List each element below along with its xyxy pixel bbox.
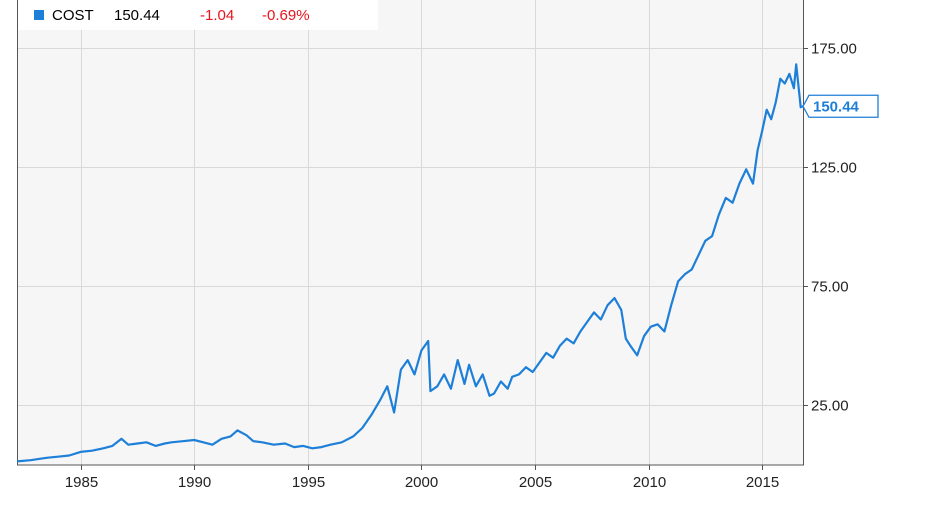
y-tick-label: 75.00 (811, 279, 849, 296)
legend-change: -1.04 (200, 6, 235, 24)
y-tick-label: 125.00 (811, 160, 857, 177)
x-tick-label: 1990 (178, 474, 211, 491)
last-value-box (802, 94, 879, 118)
chart-frame (17, 0, 804, 466)
legend-change-percent: -0.69% (262, 6, 310, 24)
x-tick-label: 1985 (65, 474, 98, 491)
x-tick-label: 2015 (746, 474, 779, 491)
x-tick-label: 2005 (519, 474, 552, 491)
legend: COST 150.44 -1.04 -0.69% (18, 0, 378, 30)
plot-area (17, 0, 803, 465)
legend-swatch (34, 10, 44, 20)
series-line-cost (16, 63, 804, 463)
x-axis: 1985 1990 1995 2000 2005 2010 2015 (65, 465, 779, 491)
y-tick-label: 25.00 (811, 398, 849, 415)
last-value-label: 150.44 (813, 98, 860, 115)
last-value-marker: 150.44 (802, 94, 879, 118)
y-tick-label: 175.00 (811, 41, 857, 58)
legend-last-price: 150.44 (114, 6, 160, 24)
grid-lines (17, 0, 803, 465)
x-tick-label: 2010 (633, 474, 666, 491)
y-axis: 25.00 75.00 125.00 175.00 (803, 41, 857, 415)
legend-symbol: COST (52, 6, 94, 24)
x-tick-label: 1995 (292, 474, 325, 491)
x-tick-label: 2000 (405, 474, 438, 491)
